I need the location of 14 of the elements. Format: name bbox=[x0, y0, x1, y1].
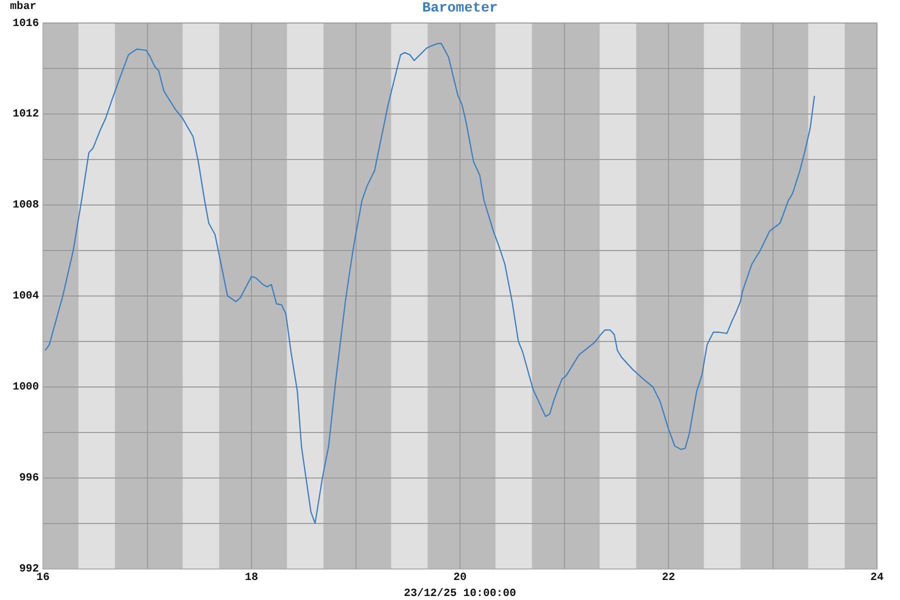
x-tick-label: 18 bbox=[244, 572, 258, 584]
y-tick-label: 1008 bbox=[12, 200, 40, 212]
chart-title: Barometer bbox=[422, 0, 498, 17]
x-tick-label: 22 bbox=[662, 572, 676, 584]
y-tick-label: 996 bbox=[19, 472, 39, 485]
y-axis-title: mbar bbox=[10, 0, 36, 13]
x-tick-label: 20 bbox=[453, 572, 467, 584]
y-tick-label: 1004 bbox=[12, 290, 40, 303]
x-tick-label: 24 bbox=[870, 572, 884, 584]
y-tick-label: 1000 bbox=[12, 382, 39, 394]
y-tick-label: 1016 bbox=[12, 18, 39, 30]
y-tick-label: 1012 bbox=[12, 108, 39, 121]
x-tick-label: 16 bbox=[36, 572, 50, 584]
x-axis-title: 23/12/25 10:00:00 bbox=[404, 588, 516, 600]
